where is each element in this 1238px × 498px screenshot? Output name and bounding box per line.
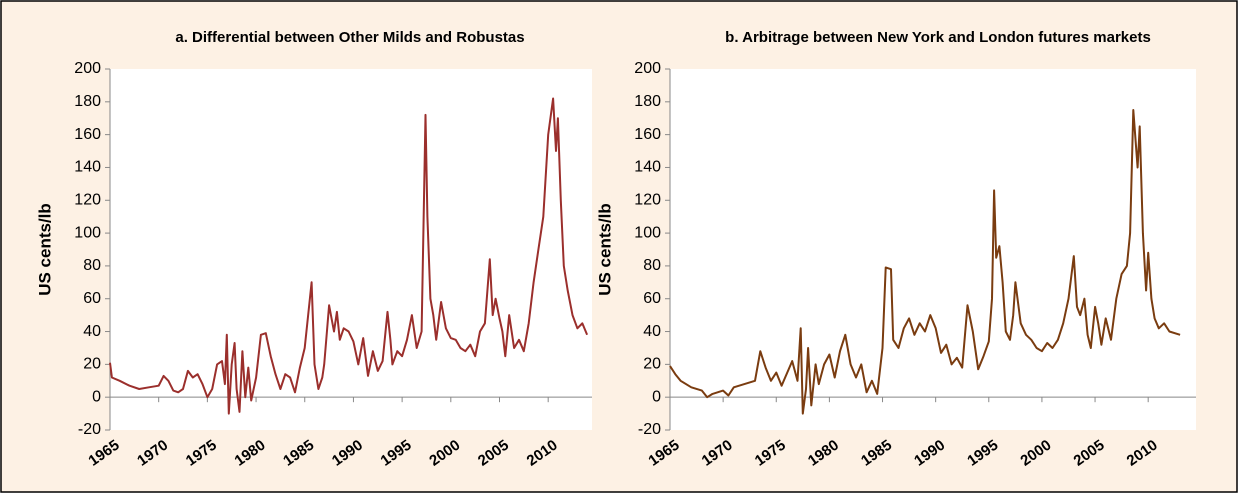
y-tick-label: 200 bbox=[74, 60, 101, 77]
y-tick-label: 160 bbox=[634, 126, 661, 143]
y-tick-label: 180 bbox=[634, 93, 661, 110]
plot-area bbox=[670, 69, 1196, 430]
y-tick-label: 140 bbox=[634, 159, 661, 176]
y-tick-label: 60 bbox=[83, 290, 101, 307]
y-tick-label: 80 bbox=[643, 257, 661, 274]
y-tick-label: -20 bbox=[638, 421, 661, 438]
chart-panel: b. Arbitrage between New York and London… bbox=[595, 29, 1196, 470]
y-tick-label: 0 bbox=[652, 388, 661, 405]
y-tick-label: 20 bbox=[83, 356, 101, 373]
chart-title: a. Differential between Other Milds and … bbox=[175, 29, 524, 46]
plot-area bbox=[110, 69, 592, 430]
y-tick-label: 60 bbox=[643, 290, 661, 307]
y-tick-label: 40 bbox=[643, 323, 661, 340]
y-tick-label: 80 bbox=[83, 257, 101, 274]
y-tick-label: 20 bbox=[643, 356, 661, 373]
y-axis-label: US cents/lb bbox=[35, 203, 54, 296]
y-tick-label: 140 bbox=[74, 159, 101, 176]
chart-panel: a. Differential between Other Milds and … bbox=[35, 29, 592, 470]
data-line bbox=[669, 109, 1181, 415]
y-tick-label: 40 bbox=[83, 323, 101, 340]
y-tick-label: 0 bbox=[92, 388, 101, 405]
y-tick-label: 100 bbox=[74, 224, 101, 241]
y-axis-label: US cents/lb bbox=[595, 203, 614, 296]
y-tick-label: 100 bbox=[634, 224, 661, 241]
data-line bbox=[109, 97, 589, 415]
y-tick-label: -20 bbox=[78, 421, 101, 438]
y-tick-label: 160 bbox=[74, 126, 101, 143]
y-tick-label: 200 bbox=[634, 60, 661, 77]
y-tick-label: 120 bbox=[634, 191, 661, 208]
y-tick-label: 180 bbox=[74, 93, 101, 110]
chart-title: b. Arbitrage between New York and London… bbox=[725, 29, 1151, 46]
y-tick-label: 120 bbox=[74, 191, 101, 208]
